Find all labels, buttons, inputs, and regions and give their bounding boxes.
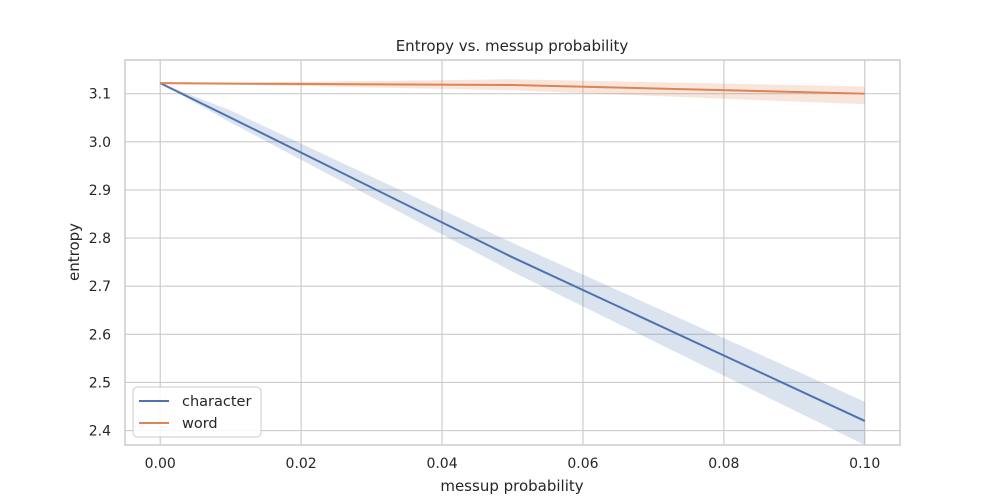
y-tick-label: 2.6 — [89, 327, 111, 343]
x-tick-label: 0.10 — [849, 456, 880, 472]
ci-band-character — [160, 83, 865, 445]
y-axis-label: entropy — [65, 223, 83, 281]
legend: character word — [132, 386, 262, 438]
legend-label-character: character — [182, 394, 251, 410]
series-lines — [159, 82, 866, 422]
y-axis-ticks: 2.4 2.5 2.6 2.7 2.8 2.9 3.0 3.1 — [89, 87, 111, 440]
ci-band-word — [160, 79, 865, 105]
chart-title: Entropy vs. messup probability — [396, 37, 629, 55]
y-tick-label: 2.5 — [89, 375, 111, 391]
y-tick-label: 2.8 — [89, 231, 111, 247]
y-tick-label: 2.9 — [89, 183, 111, 199]
y-tick-label: 2.7 — [89, 279, 111, 295]
series-line-word — [160, 82, 865, 95]
y-tick-label: 2.4 — [89, 424, 111, 440]
x-tick-label: 0.02 — [286, 456, 317, 472]
legend-label-word: word — [182, 416, 218, 432]
legend-box — [132, 386, 262, 438]
x-axis-ticks: 0.00 0.02 0.04 0.06 0.08 0.10 — [145, 456, 881, 472]
x-tick-label: 0.06 — [567, 456, 598, 472]
x-axis-label: messup probability — [440, 477, 583, 495]
x-tick-label: 0.08 — [708, 456, 739, 472]
x-tick-label: 0.04 — [426, 456, 457, 472]
x-tick-label: 0.00 — [145, 456, 176, 472]
series-line-character — [159, 82, 866, 422]
plot-background — [125, 60, 900, 445]
grid — [125, 60, 900, 445]
y-tick-label: 3.1 — [89, 87, 111, 103]
confidence-bands — [160, 79, 865, 445]
y-tick-label: 3.0 — [89, 135, 111, 151]
plot-frame — [124, 59, 901, 446]
